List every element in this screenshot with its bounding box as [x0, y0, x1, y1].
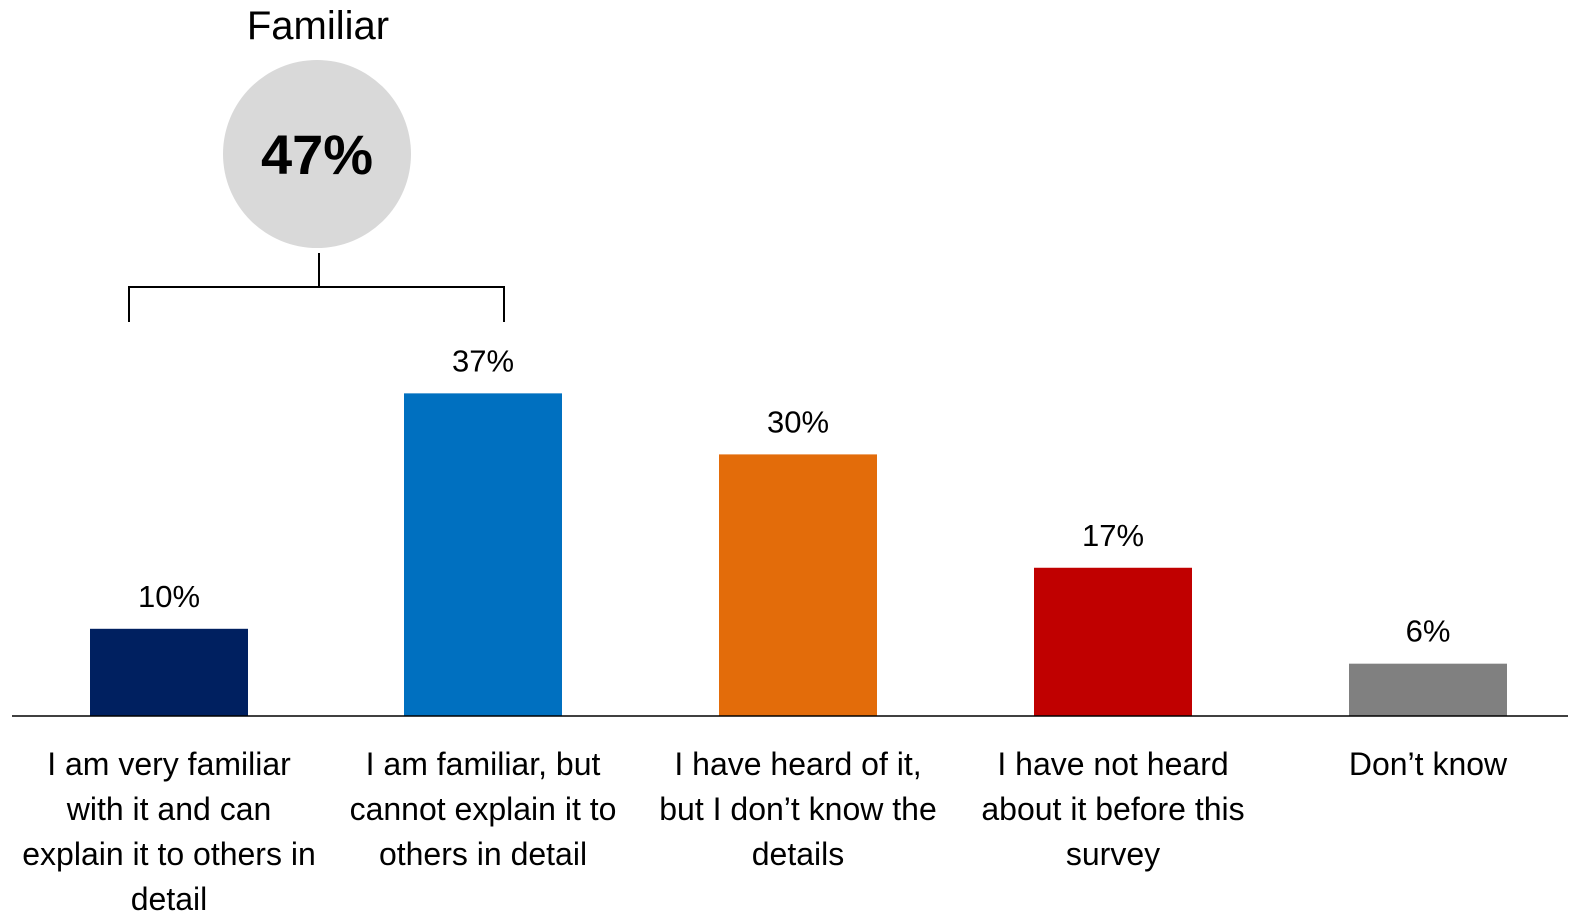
data-label-5: 6%	[1406, 614, 1451, 649]
data-label-3: 30%	[767, 404, 829, 439]
summary-bracket	[128, 253, 505, 322]
summary-title: Familiar	[246, 4, 390, 48]
bar-1	[90, 628, 248, 716]
category-label-4: I have not heard about it before this su…	[981, 746, 1245, 872]
bar-2	[404, 393, 562, 716]
bar-3	[719, 454, 877, 716]
category-label-5: Don’t know	[1348, 746, 1508, 782]
data-label-4: 17%	[1082, 518, 1144, 553]
category-label-2: I am familiar, but cannot explain it to …	[349, 746, 617, 872]
data-label-1: 10%	[138, 579, 200, 614]
data-label-2: 37%	[452, 343, 514, 378]
category-label-3: I have heard of it, but I don’t know the…	[659, 746, 937, 872]
summary-circle: 47%	[223, 60, 411, 248]
bar-4	[1034, 567, 1192, 716]
summary-value: 47%	[260, 122, 374, 186]
bar-5	[1349, 663, 1507, 716]
category-label-1: I am very familiar with it and can expla…	[22, 746, 316, 917]
